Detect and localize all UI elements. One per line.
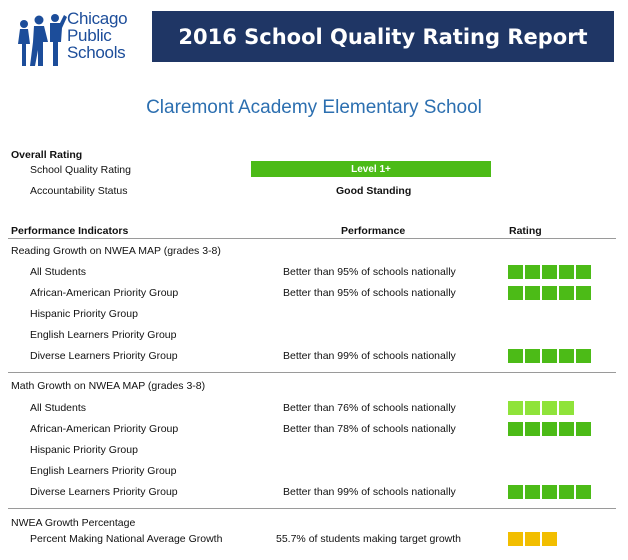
rating-square — [525, 422, 540, 436]
row-performance: Better than 95% of schools nationally — [283, 266, 456, 278]
accountability-value: Good Standing — [336, 185, 412, 197]
row-label: Hispanic Priority Group — [30, 308, 138, 320]
row-performance: Better than 76% of schools nationally — [283, 402, 456, 414]
rating-square — [508, 485, 523, 499]
section-title-math: Math Growth on NWEA MAP (grades 3-8) — [11, 380, 206, 392]
quality-rating-label: School Quality Rating — [30, 164, 131, 176]
col-header-performance: Performance — [341, 225, 406, 237]
rating-square — [542, 422, 557, 436]
rating-square — [525, 485, 540, 499]
report-title: 2016 School Quality Rating Report — [178, 24, 588, 49]
col-header-rating: Rating — [509, 225, 542, 237]
rating-squares — [508, 286, 591, 300]
school-name: Claremont Academy Elementary School — [146, 97, 482, 118]
rating-square — [576, 265, 591, 279]
children-silhouette-icon — [18, 14, 67, 66]
quality-rating-value: Level 1+ — [351, 163, 391, 175]
row-performance: Better than 95% of schools nationally — [283, 287, 456, 299]
row-label: English Learners Priority Group — [30, 465, 177, 477]
row-label: Hispanic Priority Group — [30, 444, 138, 456]
rating-square — [508, 401, 523, 415]
rating-square — [559, 349, 574, 363]
row-label: All Students — [30, 266, 87, 278]
rating-square — [525, 349, 540, 363]
row-performance: 55.7% of students making target growth — [276, 533, 462, 545]
rating-square — [542, 265, 557, 279]
logo-line: Public — [67, 26, 112, 45]
accountability-label: Accountability Status — [30, 185, 128, 197]
rating-square — [559, 265, 574, 279]
rating-square — [559, 422, 574, 436]
rating-squares — [508, 532, 557, 546]
cps-logo: Chicago Public Schools — [12, 10, 152, 68]
rating-square — [542, 485, 557, 499]
rating-square — [525, 401, 540, 415]
divider — [8, 372, 616, 373]
quality-rating-bar: Level 1+ — [251, 161, 491, 177]
rating-square — [525, 286, 540, 300]
rating-square — [508, 265, 523, 279]
rating-square — [508, 422, 523, 436]
rating-square — [542, 532, 557, 546]
section-title-reading: Reading Growth on NWEA MAP (grades 3-8) — [11, 245, 221, 257]
rating-square — [508, 286, 523, 300]
row-label: Percent Making National Average Growth — [30, 533, 223, 545]
rating-square — [525, 265, 540, 279]
rating-square — [576, 485, 591, 499]
row-label: Diverse Learners Priority Group — [30, 350, 178, 362]
report-title-banner: 2016 School Quality Rating Report — [152, 11, 614, 62]
col-header-indicators: Performance Indicators — [11, 225, 129, 237]
divider — [8, 508, 616, 509]
rating-square — [576, 349, 591, 363]
logo-line: Chicago — [67, 9, 128, 28]
rating-squares — [508, 422, 591, 436]
divider — [8, 238, 616, 239]
row-performance: Better than 99% of schools nationally — [283, 486, 456, 498]
rating-square — [559, 485, 574, 499]
rating-squares — [508, 349, 591, 363]
rating-square — [576, 286, 591, 300]
row-label: English Learners Priority Group — [30, 329, 177, 341]
rating-square — [525, 532, 540, 546]
logo-wordmark: Chicago Public Schools — [67, 9, 128, 62]
logo-line: Schools — [67, 43, 126, 62]
row-performance: Better than 99% of schools nationally — [283, 350, 456, 362]
rating-square — [542, 286, 557, 300]
rating-square — [542, 401, 557, 415]
row-label: African-American Priority Group — [30, 287, 179, 299]
rating-squares — [508, 401, 574, 415]
rating-square — [576, 422, 591, 436]
row-label: Diverse Learners Priority Group — [30, 486, 178, 498]
row-label: African-American Priority Group — [30, 423, 179, 435]
overall-heading: Overall Rating — [11, 149, 83, 161]
rating-square — [559, 286, 574, 300]
rating-square — [508, 349, 523, 363]
rating-square — [508, 532, 523, 546]
row-label: All Students — [30, 402, 87, 414]
rating-square — [542, 349, 557, 363]
rating-square — [559, 401, 574, 415]
rating-squares — [508, 265, 591, 279]
row-performance: Better than 78% of schools nationally — [283, 423, 456, 435]
section-title-growth: NWEA Growth Percentage — [11, 517, 136, 529]
rating-squares — [508, 485, 591, 499]
